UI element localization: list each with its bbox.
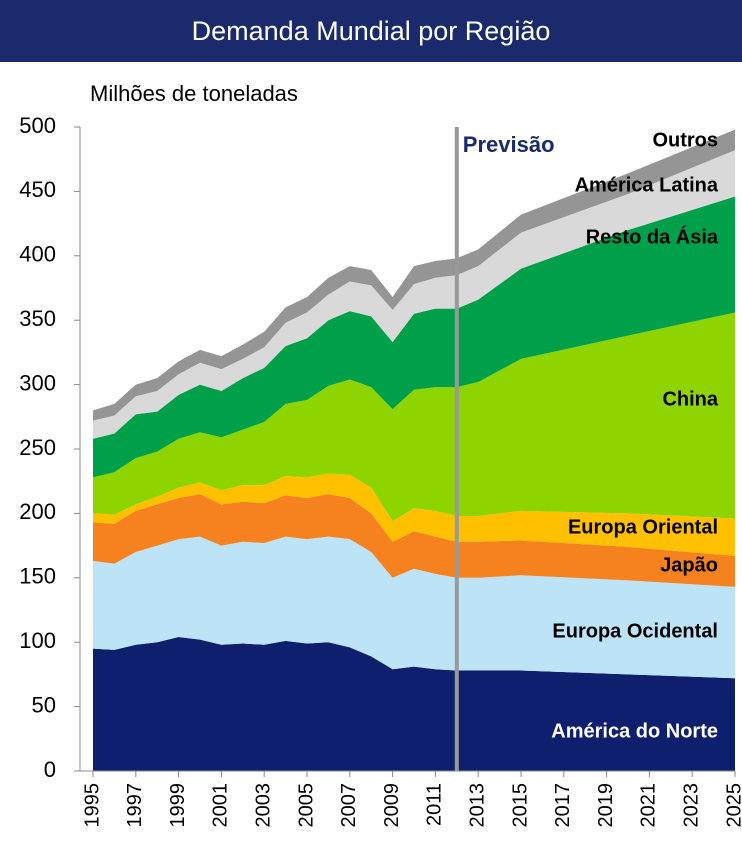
x-tick-label: 1999: [167, 783, 189, 828]
y-tick-label: 500: [19, 113, 56, 138]
x-tick-label: 2009: [381, 783, 403, 828]
area: [93, 196, 735, 478]
series-label: Europa Ocidental: [552, 620, 718, 642]
x-tick-label: 2017: [552, 783, 574, 828]
annotation: Previsão: [463, 132, 555, 157]
x-tick-label: 2019: [595, 783, 617, 828]
subtitle: Milhões de toneladas: [90, 81, 298, 106]
chart-title: Demanda Mundial por Região: [192, 16, 551, 46]
y-tick-label: 350: [19, 306, 56, 331]
series-label: América do Norte: [551, 720, 718, 742]
y-tick-label: 100: [19, 628, 56, 653]
series-label: América Latina: [575, 174, 719, 196]
y-tick-label: 300: [19, 370, 56, 395]
area: [93, 473, 735, 556]
series-label: Japão: [660, 554, 718, 576]
area: [93, 129, 735, 421]
series-label: Europa Oriental: [568, 516, 718, 538]
x-tick-label: 2005: [295, 783, 317, 828]
area: [93, 536, 735, 679]
y-tick-label: 200: [19, 499, 56, 524]
y-tick-label: 150: [19, 564, 56, 589]
x-tick-label: 2011: [424, 783, 446, 826]
y-tick-label: 400: [19, 242, 56, 267]
y-tick-label: 50: [32, 692, 56, 717]
y-tick-label: 450: [19, 177, 56, 202]
series-label: Outros: [652, 129, 718, 151]
x-tick-label: 2025: [723, 783, 742, 828]
x-tick-label: 2023: [680, 783, 702, 828]
y-tick-label: 0: [44, 757, 56, 782]
series-label: Resto da Ásia: [586, 225, 719, 248]
x-tick-label: 2021: [638, 783, 660, 828]
x-tick-label: 1997: [124, 783, 146, 828]
title-bar: [0, 0, 742, 62]
area: [93, 637, 735, 771]
x-tick-label: 1995: [81, 783, 103, 828]
x-tick-label: 2007: [338, 783, 360, 828]
series-label: China: [662, 388, 718, 410]
area: [93, 494, 735, 587]
x-tick-label: 2001: [210, 783, 232, 828]
x-tick-label: 2013: [466, 783, 488, 828]
x-tick-label: 2015: [509, 783, 531, 828]
area: [93, 312, 735, 522]
x-tick-label: 2003: [252, 783, 274, 828]
y-tick-label: 250: [19, 435, 56, 460]
area: [93, 150, 735, 439]
